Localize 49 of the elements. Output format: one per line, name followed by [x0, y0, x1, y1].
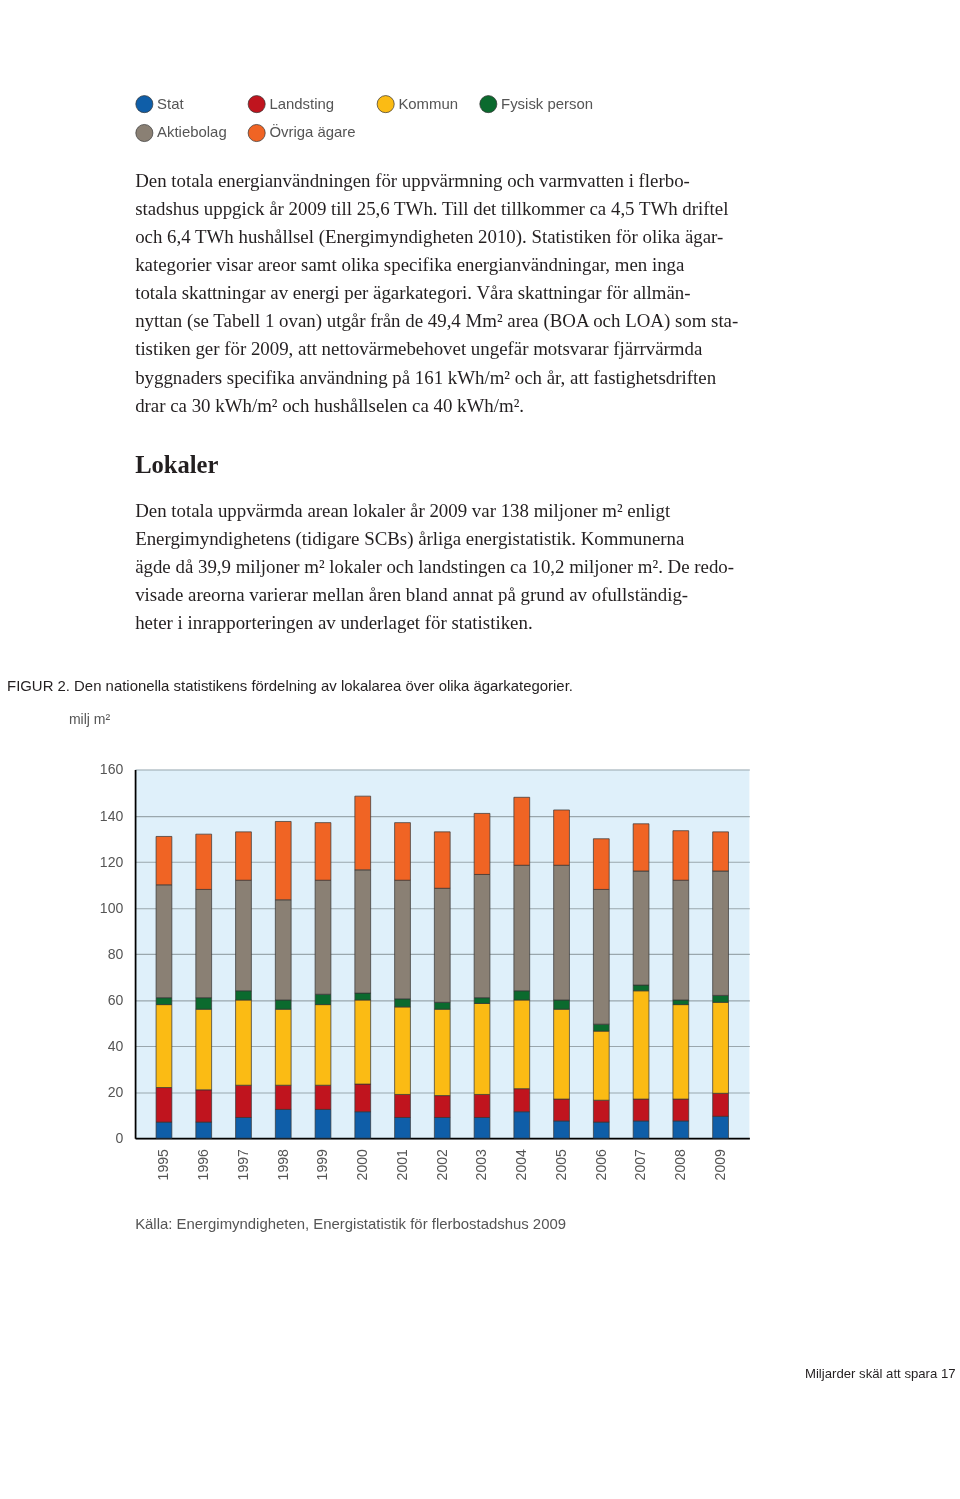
text: byggnaders specifika användning på 161 kWh/m² och år, att fastighetsdriften — [135, 366, 717, 388]
y-tick-label: 140 — [99, 807, 124, 824]
legend-label: Aktiebolag — [157, 124, 227, 141]
x-tick-label: 2008 — [672, 1148, 689, 1181]
chart-title: FIGUR 2. Den nationella statistikens fördelning av lokalarea över olika ägarkategorier. — [7, 677, 573, 694]
text: Den totala energianvändningen för uppvärmning och varmvatten i flerbo- — [135, 169, 690, 191]
y-tick-label: 40 — [107, 1037, 124, 1054]
text: stadshus uppgick år 2009 till 25,6 TWh. Till det tillkommer ca 4,5 TWh driftel — [135, 198, 729, 220]
legend-label: Stat — [157, 95, 185, 112]
text: Lokaler — [135, 451, 219, 479]
y-tick-label: 120 — [99, 853, 124, 870]
x-tick-label: 2002 — [433, 1148, 450, 1181]
y-tick-label: 0 — [115, 1130, 124, 1147]
legend-label: Fysisk person — [501, 95, 594, 112]
x-tick-label: 2006 — [592, 1148, 609, 1181]
text: Energimyndighetens (tidigare SCBs) årliga energistatistik. Kommunerna — [135, 528, 686, 551]
text: Den totala uppvärmda arean lokaler år 2009 var 138 miljoner m² enligt — [135, 499, 671, 521]
x-tick-label: 2001 — [393, 1148, 410, 1181]
y-tick-label: 160 — [99, 761, 124, 778]
text: drar ca 30 kWh/m² och hushållselen ca 40 kWh/m². — [135, 394, 525, 416]
legend-label: Landsting — [269, 95, 335, 112]
x-tick-label: 2009 — [711, 1148, 728, 1181]
text: visade areorna varierar mellan åren bland annat på grund av ofullständig- — [135, 584, 689, 606]
text: nyttan (se Tabell 1 ovan) utgår från de 49,4 Mm² area (BOA och LOA) som sta- — [135, 310, 739, 333]
text: Miljarder skäl att spara 17 — [804, 1365, 956, 1381]
text: heter i inrapporteringen av underlaget för statistiken. — [135, 612, 533, 634]
x-tick-label: 2004 — [513, 1148, 530, 1181]
y-tick-label: 20 — [107, 1083, 124, 1100]
x-tick-label: 1995 — [155, 1148, 172, 1181]
text: ägde då 39,9 miljoner m² lokaler och landstingen ca 10,2 miljoner m². De redo- — [135, 556, 735, 578]
y-axis-title: milj m² — [68, 710, 111, 727]
text: kategorier visar areor samt olika specifika energianvändningar, men inga — [135, 254, 686, 276]
x-tick-label: 1999 — [314, 1148, 331, 1181]
text: tistiken ger för 2009, att nettovärmebehovet ungefär motsvarar fjärrvärmda — [135, 338, 703, 360]
x-tick-label: 1997 — [234, 1148, 251, 1181]
text: och 6,4 TWh hushållsel (Energimyndigheten 2010). Statistiken för olika ägar- — [135, 226, 724, 249]
x-tick-label: 2007 — [632, 1148, 649, 1181]
legend-label: Kommun — [398, 95, 459, 112]
y-tick-label: 80 — [107, 945, 124, 962]
x-tick-label: 1998 — [274, 1148, 291, 1181]
x-tick-label: 1996 — [195, 1148, 212, 1181]
y-tick-label: 60 — [107, 991, 124, 1008]
legend-label: Övriga ägare — [269, 123, 356, 141]
y-tick-label: 100 — [99, 899, 124, 916]
x-tick-label: 2003 — [473, 1148, 490, 1181]
text: totala skattningar av energi per ägarkategori. Våra skattningar för allmän- — [135, 282, 691, 304]
x-tick-label: 2000 — [354, 1148, 371, 1181]
x-tick-label: 2005 — [552, 1148, 569, 1181]
text: Källa: Energimyndigheten, Energistatistik för flerbostadshus 2009 — [135, 1215, 567, 1232]
